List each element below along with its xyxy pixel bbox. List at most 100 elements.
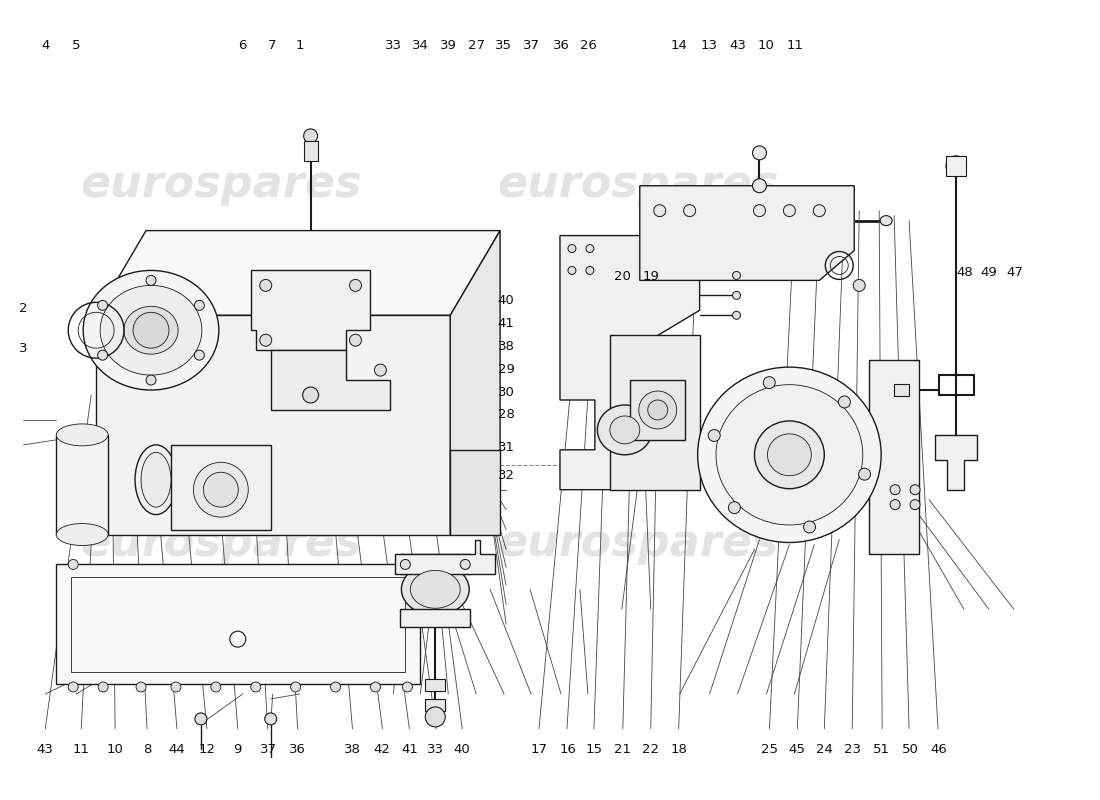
- Ellipse shape: [752, 146, 767, 160]
- Circle shape: [733, 291, 740, 299]
- Text: 34: 34: [412, 38, 429, 52]
- Bar: [894, 384, 909, 396]
- Circle shape: [136, 682, 146, 692]
- Circle shape: [265, 713, 277, 725]
- Text: 24: 24: [816, 742, 833, 756]
- Circle shape: [68, 682, 78, 692]
- Polygon shape: [56, 565, 420, 684]
- Polygon shape: [96, 315, 450, 534]
- Polygon shape: [96, 230, 500, 315]
- Ellipse shape: [768, 434, 812, 476]
- Ellipse shape: [194, 462, 249, 517]
- Ellipse shape: [609, 416, 640, 444]
- Ellipse shape: [56, 424, 108, 446]
- Circle shape: [98, 300, 108, 310]
- Text: 42: 42: [374, 742, 390, 756]
- Text: eurospares: eurospares: [80, 522, 362, 565]
- Circle shape: [813, 205, 825, 217]
- Text: 12: 12: [198, 742, 216, 756]
- Ellipse shape: [56, 523, 108, 546]
- Circle shape: [890, 485, 900, 494]
- Text: 16: 16: [559, 742, 576, 756]
- Circle shape: [859, 468, 870, 480]
- Ellipse shape: [755, 421, 824, 489]
- Circle shape: [653, 205, 666, 217]
- Bar: [426, 699, 446, 711]
- Circle shape: [910, 500, 920, 510]
- Circle shape: [260, 279, 272, 291]
- Text: 45: 45: [789, 742, 805, 756]
- Bar: [426, 679, 446, 691]
- Circle shape: [133, 312, 169, 348]
- Circle shape: [403, 682, 412, 692]
- Ellipse shape: [100, 286, 202, 375]
- Text: 38: 38: [497, 340, 515, 353]
- Circle shape: [733, 311, 740, 319]
- Circle shape: [195, 300, 205, 310]
- Text: 30: 30: [497, 386, 515, 398]
- Text: 50: 50: [902, 742, 918, 756]
- Circle shape: [586, 245, 594, 253]
- Text: 1: 1: [296, 38, 304, 52]
- Text: 14: 14: [671, 38, 688, 52]
- Ellipse shape: [648, 400, 668, 420]
- Circle shape: [260, 334, 272, 346]
- Circle shape: [98, 682, 108, 692]
- Text: eurospares: eurospares: [80, 163, 362, 206]
- Circle shape: [195, 713, 207, 725]
- Text: 5: 5: [72, 38, 80, 52]
- Circle shape: [331, 682, 341, 692]
- Text: 37: 37: [260, 742, 276, 756]
- Text: 28: 28: [497, 408, 515, 421]
- Bar: [304, 141, 318, 161]
- Polygon shape: [251, 270, 371, 350]
- Polygon shape: [170, 445, 271, 530]
- Text: eurospares: eurospares: [497, 163, 779, 206]
- Circle shape: [728, 502, 740, 514]
- Circle shape: [890, 500, 900, 510]
- Circle shape: [304, 129, 318, 143]
- Text: 13: 13: [701, 38, 717, 52]
- Text: 9: 9: [233, 742, 242, 756]
- Circle shape: [684, 205, 695, 217]
- Circle shape: [211, 682, 221, 692]
- Circle shape: [733, 271, 740, 279]
- Text: 17: 17: [530, 742, 548, 756]
- Text: 39: 39: [440, 38, 456, 52]
- Text: 47: 47: [1006, 266, 1024, 279]
- Circle shape: [568, 266, 576, 274]
- Text: 10: 10: [758, 38, 774, 52]
- Text: 19: 19: [642, 270, 659, 283]
- Text: 37: 37: [522, 38, 540, 52]
- Circle shape: [946, 156, 966, 176]
- Text: 51: 51: [873, 742, 890, 756]
- Circle shape: [146, 375, 156, 385]
- Polygon shape: [640, 186, 855, 281]
- Text: 48: 48: [956, 266, 974, 279]
- Text: 3: 3: [19, 342, 28, 354]
- Polygon shape: [395, 539, 495, 574]
- Text: 11: 11: [786, 38, 803, 52]
- Bar: [630, 380, 684, 440]
- Text: 22: 22: [642, 742, 659, 756]
- Text: 35: 35: [495, 38, 513, 52]
- Text: 33: 33: [385, 38, 402, 52]
- Text: 11: 11: [73, 742, 90, 756]
- Ellipse shape: [402, 563, 470, 615]
- Polygon shape: [271, 350, 390, 410]
- Text: 31: 31: [497, 442, 515, 454]
- Circle shape: [754, 205, 766, 217]
- Ellipse shape: [135, 445, 177, 514]
- Text: 33: 33: [428, 742, 444, 756]
- Text: 6: 6: [239, 38, 248, 52]
- Circle shape: [400, 559, 410, 570]
- Text: 43: 43: [729, 38, 746, 52]
- Text: 25: 25: [761, 742, 778, 756]
- Circle shape: [146, 275, 156, 286]
- Polygon shape: [450, 230, 500, 534]
- Circle shape: [68, 559, 78, 570]
- Circle shape: [371, 682, 381, 692]
- Text: 32: 32: [497, 470, 515, 482]
- Text: 2: 2: [19, 302, 28, 315]
- Bar: [56, 435, 108, 534]
